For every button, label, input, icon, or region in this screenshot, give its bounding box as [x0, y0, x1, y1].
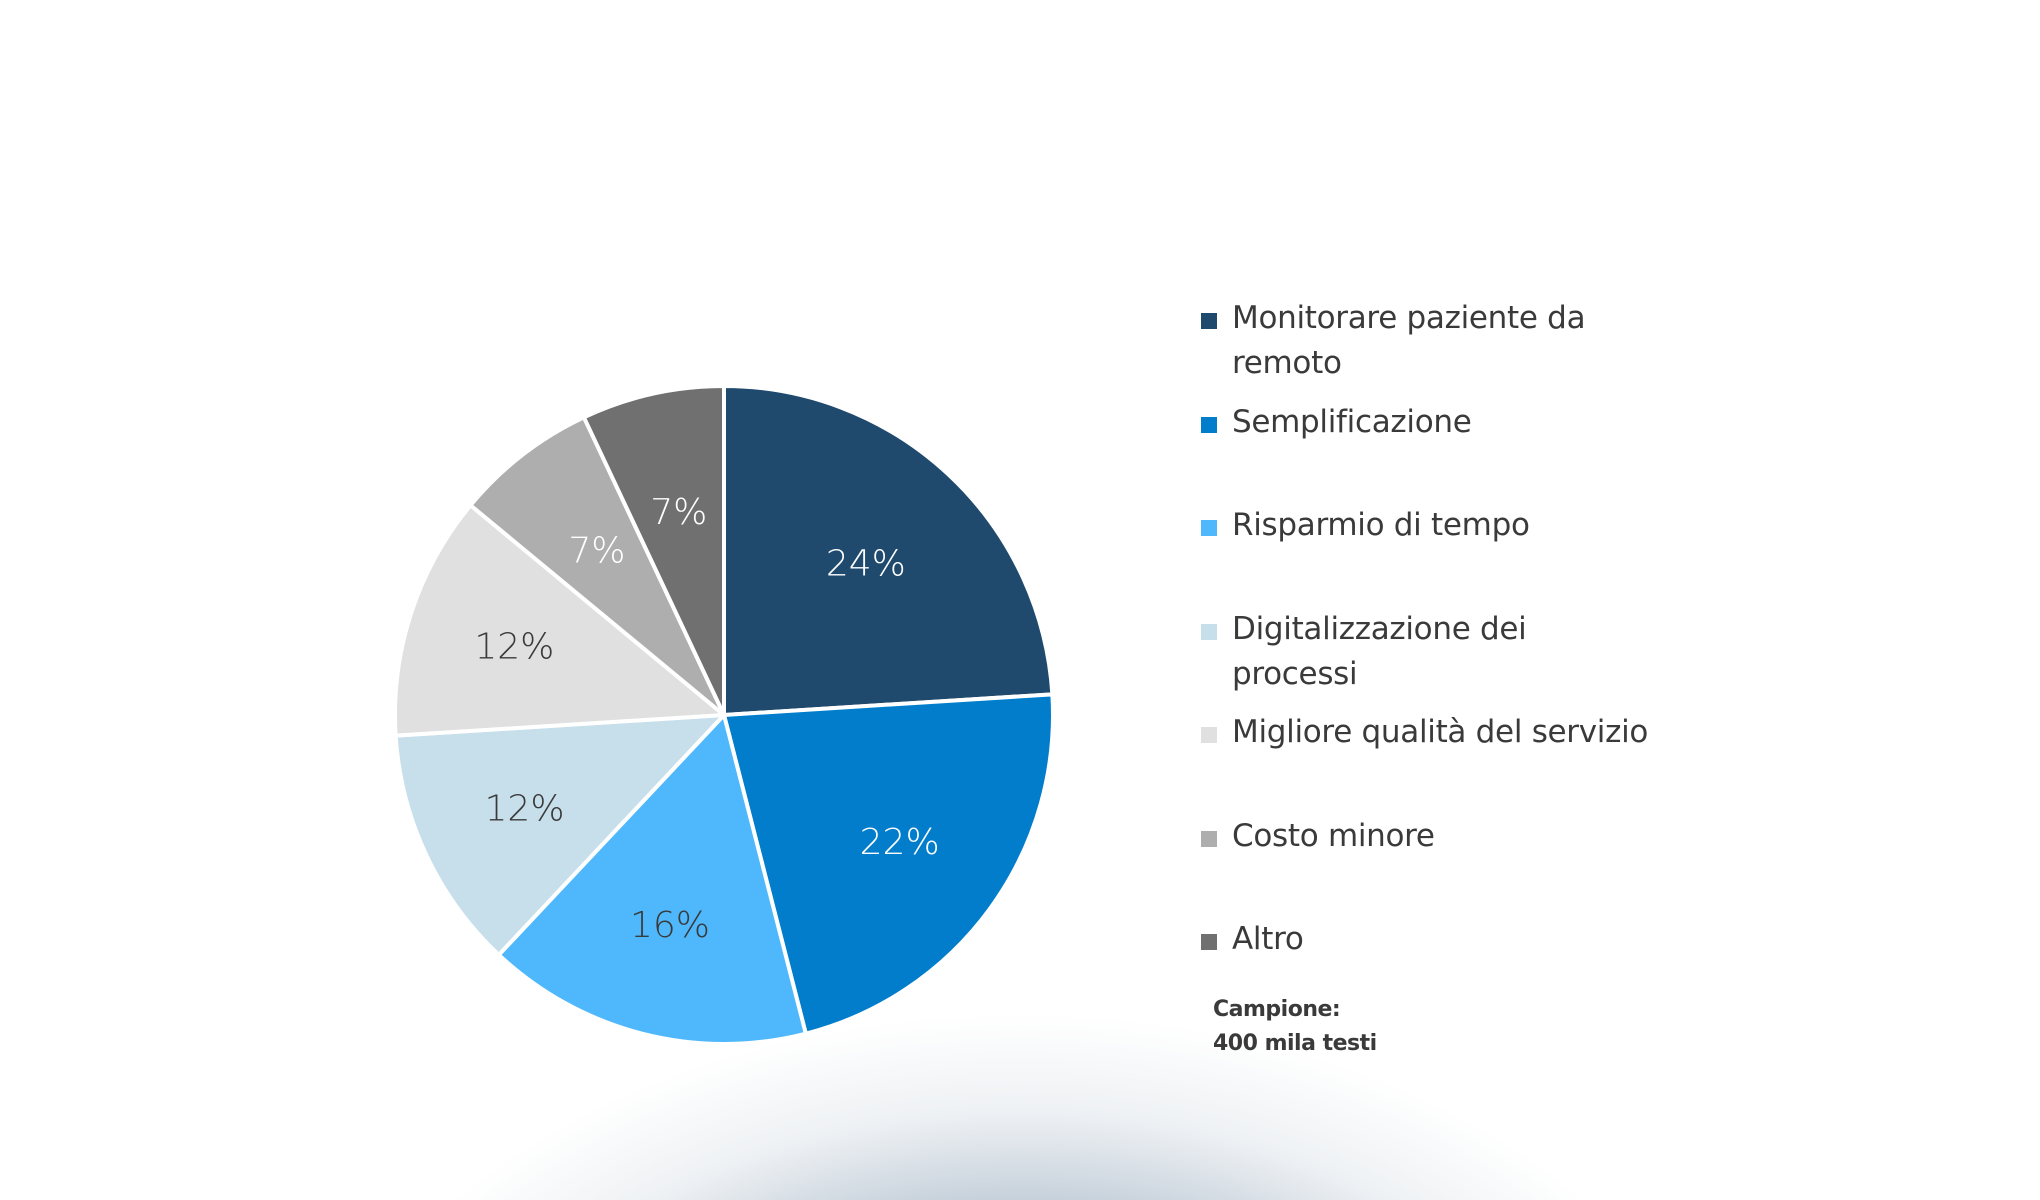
legend-item-semplificazione: Semplificazione [1201, 400, 1702, 445]
sample-size-note: Campione: 400 mila testi [1213, 993, 1377, 1061]
pie-slice-value-label: 16% [630, 905, 710, 946]
legend-item-migliore-qualita: Migliore qualità del servizio [1201, 710, 1752, 755]
pie-slice [722, 692, 1055, 1036]
pie-slice [393, 713, 726, 957]
legend-label: Altro [1232, 921, 1304, 957]
legend-label: Monitorare paziente da remoto [1232, 300, 1586, 381]
legend-swatch-square-icon [1201, 313, 1217, 329]
sample-note-label: Campione: [1213, 997, 1341, 1022]
pie-slice [581, 384, 726, 717]
pie-slice-value-label: 12% [474, 626, 554, 667]
gradient-ellipse [220, 960, 1820, 1200]
legend-item-digitalizzazione: Digitalizzazione dei processi [1201, 607, 1572, 697]
legend-item-altro: Altro [1201, 917, 1702, 962]
pie-slice-value-label: 24% [826, 543, 906, 584]
pie-slice-value-label: 7% [568, 531, 625, 572]
legend-label: Costo minore [1232, 818, 1435, 854]
legend-item-monitorare: Monitorare paziente da remoto [1201, 296, 1702, 386]
legend-label: Digitalizzazione dei processi [1232, 611, 1527, 692]
legend-label: Risparmio di tempo [1232, 507, 1530, 543]
pie-slice [468, 415, 726, 717]
pie-slice-value-label: 12% [485, 788, 565, 829]
legend-swatch-square-icon [1201, 727, 1217, 743]
legend-label: Semplificazione [1232, 404, 1472, 440]
legend-item-risparmio: Risparmio di tempo [1201, 503, 1702, 548]
pie-slice-value-label: 22% [860, 822, 940, 863]
legend-label: Migliore qualità del servizio [1232, 714, 1649, 750]
pie-slice-value-label: 7% [650, 492, 707, 533]
bottom-gradient-decoration [220, 960, 1820, 1200]
legend-item-costo-minore: Costo minore [1201, 814, 1702, 859]
sample-note-value: 400 mila testi [1213, 1031, 1377, 1056]
legend-swatch-square-icon [1201, 831, 1217, 847]
legend-swatch-square-icon [1201, 520, 1217, 536]
pie-slice [393, 503, 726, 738]
pie-slice [496, 713, 808, 1046]
legend-swatch-square-icon [1201, 417, 1217, 433]
legend-swatch-square-icon [1201, 934, 1217, 950]
pie-slice [722, 384, 1055, 717]
legend-swatch-square-icon [1201, 624, 1217, 640]
